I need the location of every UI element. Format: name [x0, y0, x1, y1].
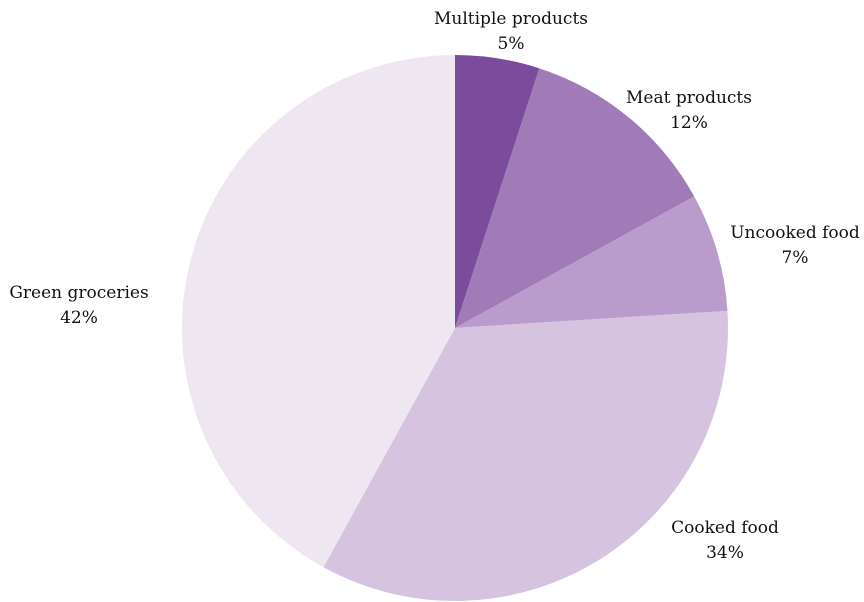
slice-value-label: 5%: [498, 34, 525, 54]
pie-labels: Multiple products 5% Meat products 12% Uncoo…: [9, 9, 860, 563]
slice-label: Uncooked food: [730, 223, 860, 243]
slice-label: Multiple products: [434, 9, 588, 29]
pie-slice-multiple-products: [455, 55, 540, 328]
pie-slices: [182, 55, 728, 601]
slice-value-label: 34%: [706, 543, 744, 563]
pie-slice-uncooked-food: [455, 196, 728, 328]
slice-label: Green groceries: [9, 283, 148, 303]
slice-value-label: 7%: [782, 248, 809, 268]
slice-value-label: 42%: [60, 308, 98, 328]
pie-slice-cooked-food: [323, 310, 728, 601]
pie-slice-green-groceries: [182, 55, 455, 568]
slice-value-label: 12%: [670, 113, 708, 133]
slice-label: Meat products: [626, 88, 752, 108]
slice-label: Cooked food: [671, 518, 779, 538]
pie-slice-meat-products: [455, 68, 695, 329]
